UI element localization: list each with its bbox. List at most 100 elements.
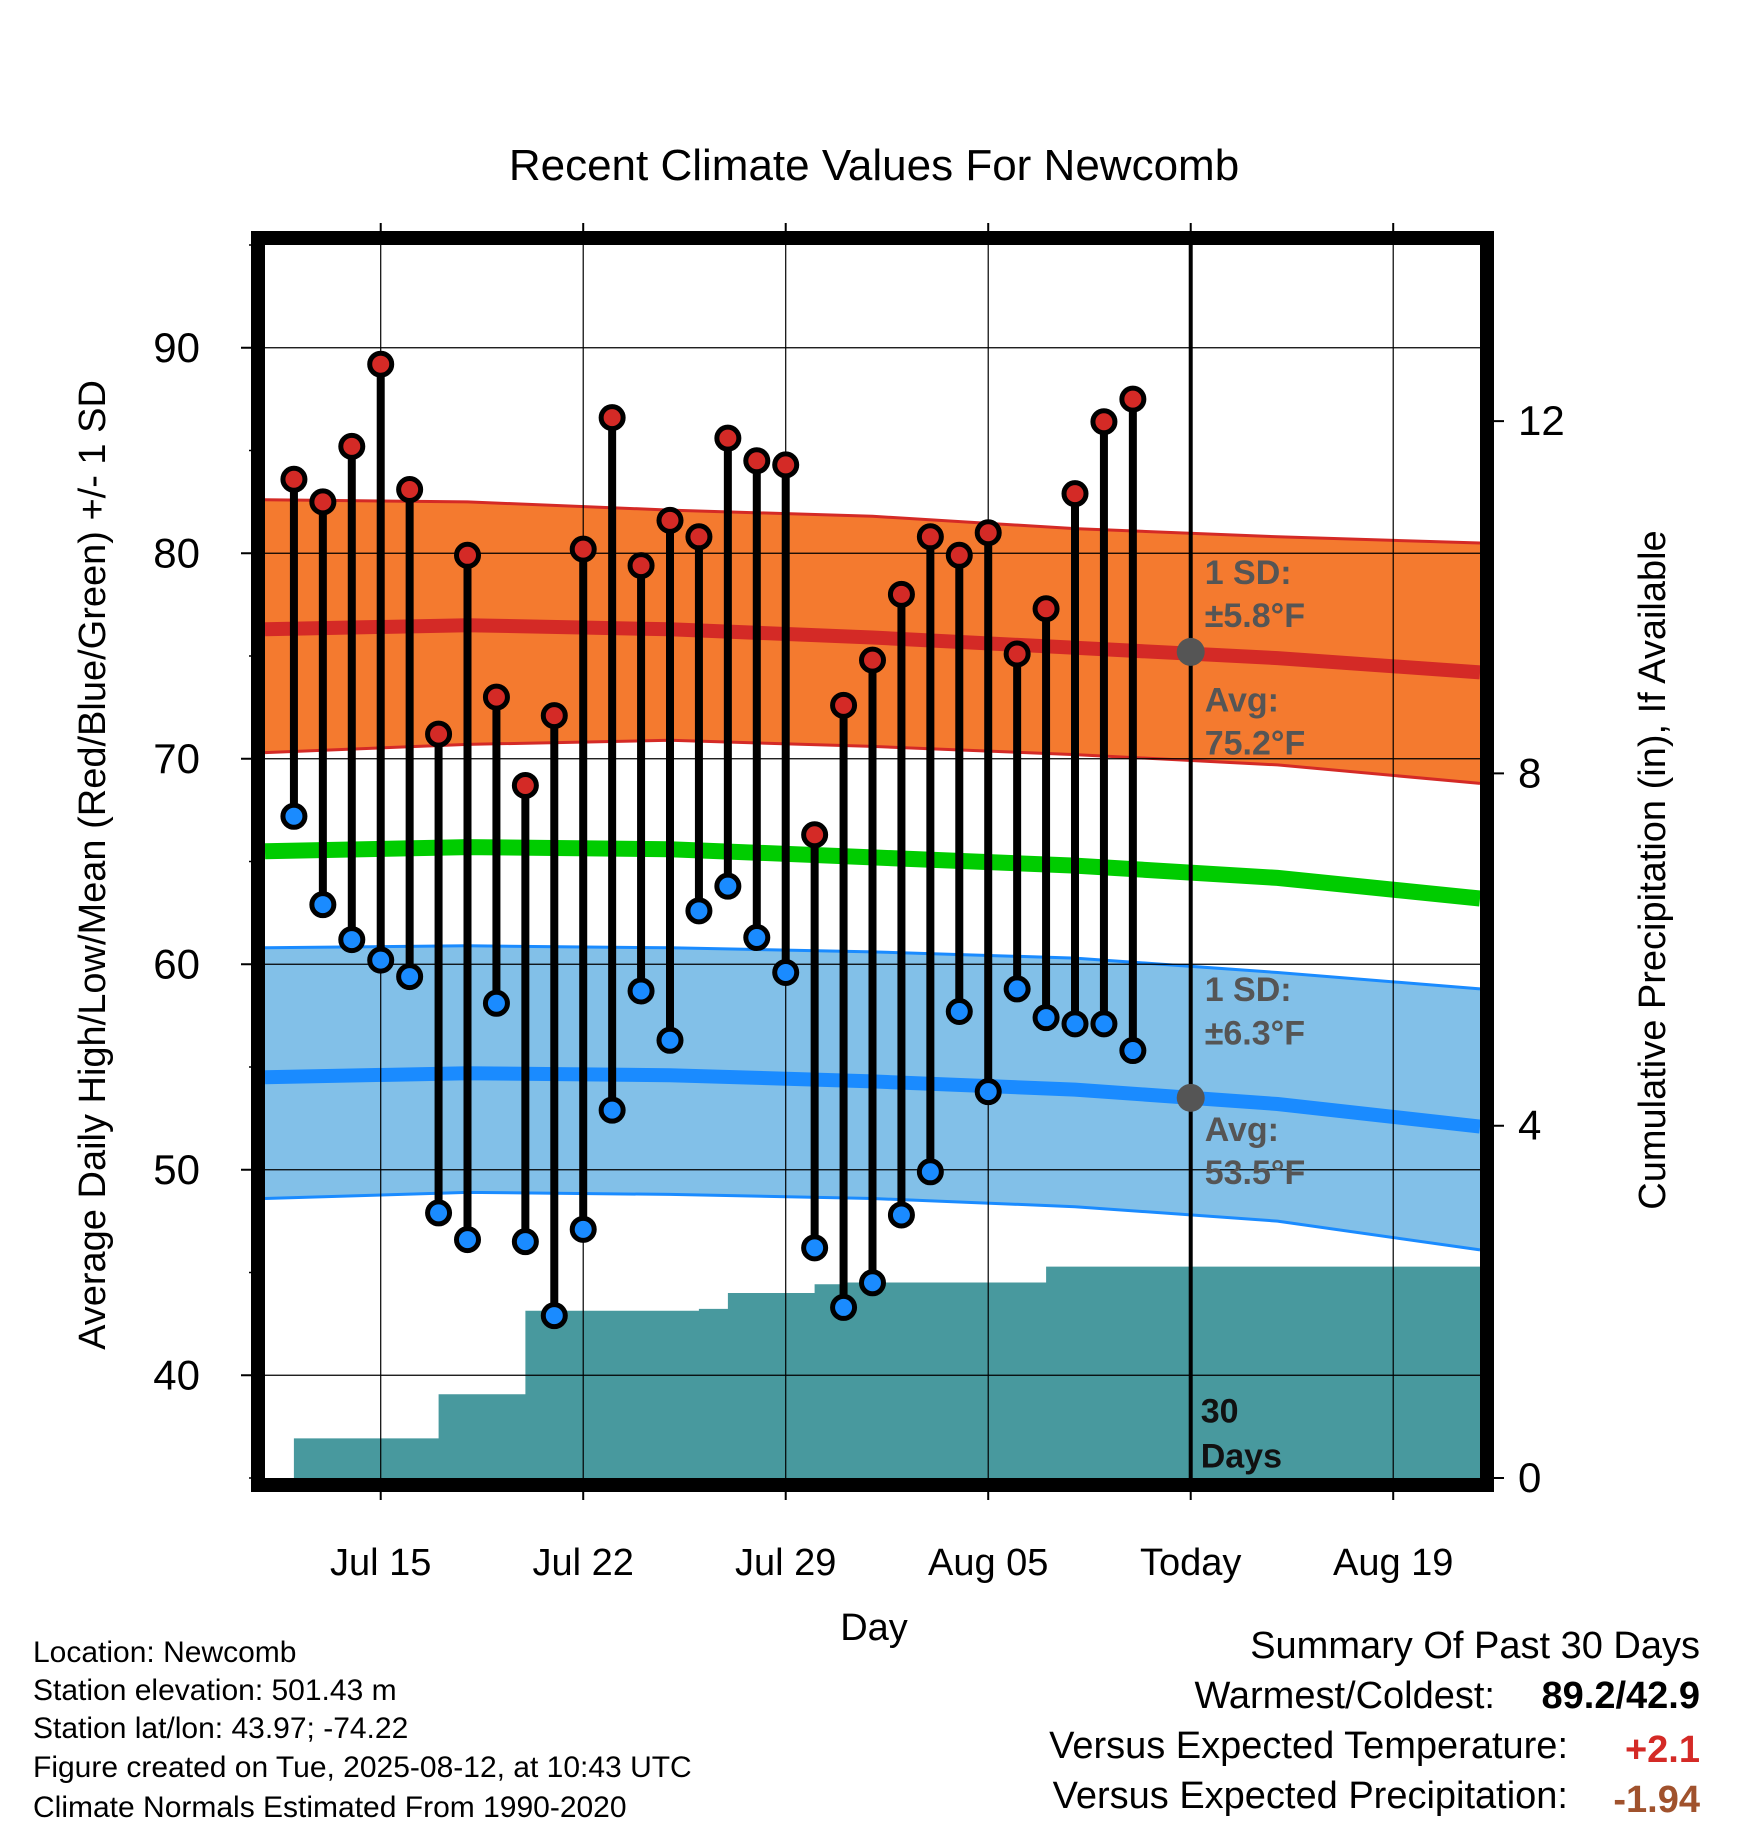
- daily-high-point: [859, 646, 886, 674]
- daily-high-point: [396, 476, 424, 504]
- footer-location: Location: Newcomb: [33, 1636, 296, 1669]
- summary-temp-value: +2.1: [1625, 1729, 1700, 1771]
- daily-high-point: [511, 771, 539, 799]
- daily-low-point: [801, 1234, 829, 1262]
- station-info: Location: Newcomb Station elevation: 501…: [33, 1636, 692, 1824]
- daily-high-point: [685, 523, 713, 551]
- daily-high-point: [830, 691, 858, 719]
- daily-low-point: [425, 1199, 453, 1227]
- daily-low-point: [1090, 1010, 1118, 1038]
- daily-low-point: [569, 1215, 597, 1243]
- daily-high-point: [454, 541, 481, 569]
- y-tick-label: 50: [153, 1146, 200, 1193]
- footer-normals: Climate Normals Estimated From 1990-2020: [33, 1791, 627, 1824]
- daily-low-point: [656, 1026, 684, 1054]
- daily-high-point: [367, 350, 395, 378]
- y2-tick-label: 12: [1518, 397, 1565, 444]
- summary-warm-cold-value: 89.2/42.9: [1542, 1675, 1700, 1717]
- summary-panel: Summary Of Past 30 Days Warmest/Coldest:…: [1049, 1625, 1700, 1821]
- daily-low-point: [974, 1078, 1002, 1106]
- chart-title: Recent Climate Values For Newcomb: [509, 141, 1239, 190]
- daily-low-point: [1061, 1010, 1089, 1038]
- summary-precip-value: -1.94: [1613, 1779, 1700, 1821]
- daily-low-point: [482, 989, 510, 1017]
- daily-high-point: [338, 432, 366, 460]
- y-tick-label: 70: [153, 735, 200, 782]
- x-axis-label: Day: [840, 1607, 908, 1649]
- x-tick-label: Today: [1140, 1542, 1241, 1584]
- y-tick-label: 90: [153, 324, 200, 371]
- daily-low-point: [280, 802, 308, 830]
- y-tick-label: 40: [153, 1351, 200, 1398]
- daily-high-point: [1061, 480, 1089, 508]
- daily-low-point: [598, 1096, 626, 1124]
- daily-low-point: [830, 1293, 858, 1321]
- annotations: 1 SD: ±5.8°F Avg: 75.2°F 1 SD: ±6.3°F Avg: 53.5…: [1176, 554, 1306, 1476]
- y-tick-label: 80: [153, 529, 200, 576]
- y2-tick-label: 4: [1518, 1102, 1541, 1149]
- daily-high-point: [887, 580, 915, 608]
- y2-axis-label: Cumulative Precipitation (in), If Availa…: [1632, 530, 1674, 1209]
- summary-title: Summary Of Past 30 Days: [1250, 1625, 1700, 1667]
- x-tick-label: Aug 05: [928, 1542, 1048, 1584]
- daily-low-point: [714, 872, 742, 900]
- x-tick-label: Jul 22: [533, 1542, 634, 1584]
- daily-high-point: [425, 720, 453, 748]
- daily-high-point: [714, 424, 742, 452]
- daily-low-point: [945, 998, 973, 1026]
- low-avg-label: Avg:: [1205, 1111, 1279, 1149]
- daily-high-point: [1032, 595, 1060, 623]
- daily-high-point: [598, 404, 626, 432]
- daily-low-point: [396, 963, 424, 991]
- x-tick-label: Jul 29: [735, 1542, 836, 1584]
- daily-low-point: [338, 926, 366, 954]
- daily-high-point: [1119, 385, 1147, 413]
- daily-low-point: [511, 1228, 539, 1256]
- daily-high-point: [280, 465, 308, 493]
- summary-precip-label: Versus Expected Precipitation:: [1053, 1775, 1568, 1817]
- daily-low-point: [367, 946, 395, 974]
- daily-low-point: [772, 958, 800, 986]
- days-label-number: 30: [1201, 1393, 1239, 1431]
- summary-warm-cold-label: Warmest/Coldest:: [1194, 1675, 1495, 1717]
- daily-high-point: [627, 552, 655, 580]
- high-avg-value: 75.2°F: [1205, 725, 1306, 763]
- daily-low-point: [1119, 1037, 1147, 1065]
- daily-low-point: [859, 1269, 886, 1297]
- daily-high-point: [945, 541, 973, 569]
- daily-high-point: [801, 821, 829, 849]
- days-label-text: Days: [1201, 1438, 1282, 1476]
- daily-high-point: [1003, 640, 1031, 668]
- low-sd-value: ±6.3°F: [1205, 1014, 1305, 1052]
- daily-low-point: [627, 977, 655, 1005]
- daily-low-point: [916, 1158, 944, 1186]
- daily-high-point: [772, 451, 800, 479]
- y-axis-label: Average Daily High/Low/Mean (Red/Blue/Gr…: [72, 380, 114, 1350]
- daily-high-point: [309, 488, 337, 516]
- daily-high-point: [482, 683, 510, 711]
- high-avg-label: Avg:: [1205, 681, 1279, 719]
- daily-high-point: [569, 535, 597, 563]
- daily-high-point: [974, 519, 1002, 547]
- daily-high-point: [743, 447, 771, 475]
- daily-low-point: [309, 891, 337, 919]
- high-upper-edge: [264, 498, 1481, 545]
- data-marks: [280, 350, 1147, 1330]
- y2-tick-label: 8: [1518, 749, 1541, 796]
- summary-temp-label: Versus Expected Temperature:: [1049, 1725, 1568, 1767]
- daily-high-point: [916, 523, 944, 551]
- x-tick-label: Aug 19: [1333, 1542, 1453, 1584]
- low-avg-value: 53.5°F: [1205, 1154, 1306, 1192]
- high-sd-value: ±5.8°F: [1205, 597, 1305, 635]
- y2-tick-label: 0: [1518, 1454, 1541, 1501]
- footer-elevation: Station elevation: 501.43 m: [33, 1674, 397, 1707]
- footer-latlon: Station lat/lon: 43.97; -74.22: [33, 1712, 408, 1745]
- low-sd-label: 1 SD:: [1205, 971, 1292, 1009]
- daily-low-point: [540, 1302, 568, 1330]
- daily-low-point: [454, 1226, 481, 1254]
- daily-low-point: [1003, 975, 1031, 1003]
- footer-created: Figure created on Tue, 2025-08-12, at 10…: [33, 1751, 692, 1784]
- daily-low-point: [743, 924, 771, 952]
- daily-high-point: [656, 506, 684, 534]
